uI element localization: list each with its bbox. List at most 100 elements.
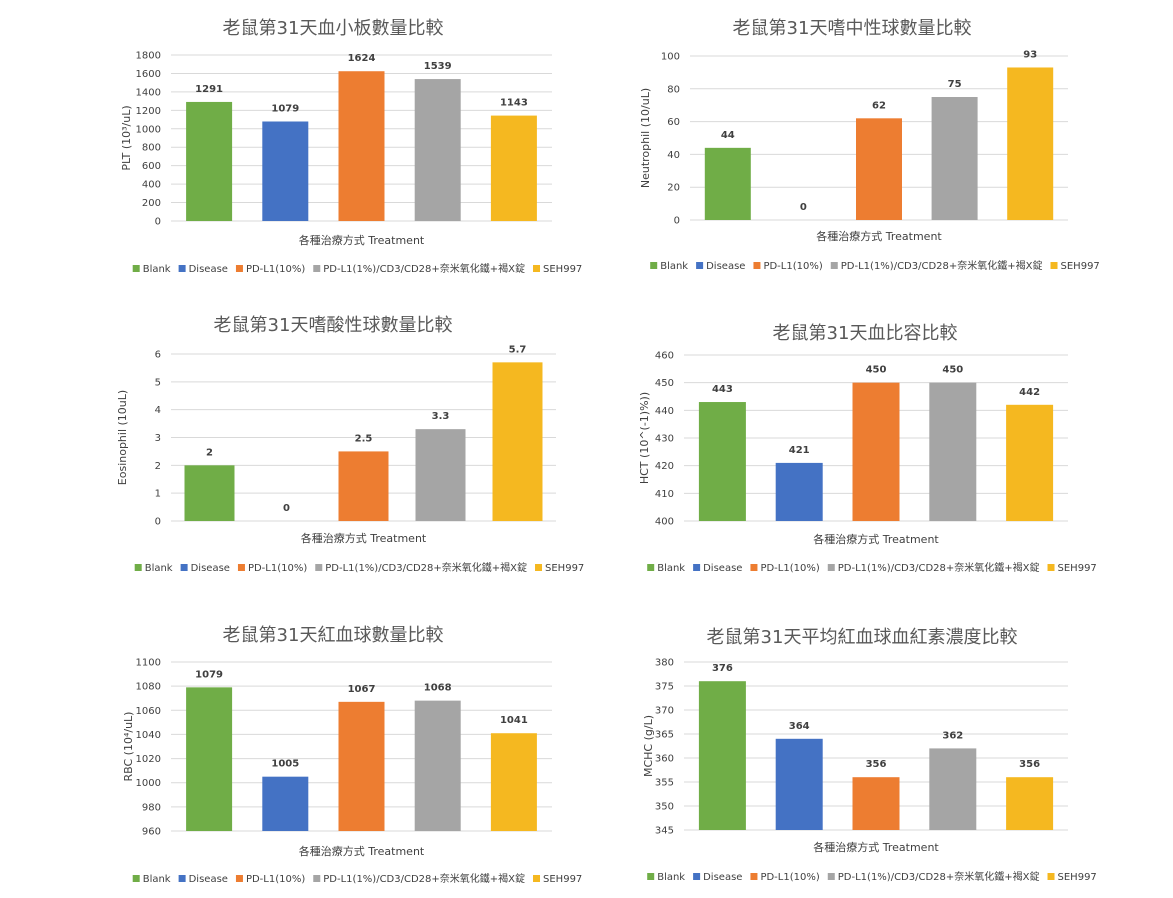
- legend-item-label: PD-L1(1%)/CD3/CD28+奈米氧化鐵+褐X錠: [838, 870, 1040, 883]
- legend-item-label: PD-L1(10%): [248, 563, 307, 574]
- y-tick-label: 410: [655, 489, 674, 500]
- legend: Blank Disease PD-L1(10%) PD-L1(1%)/CD3/CD28…: [134, 561, 584, 574]
- bar-2: [262, 121, 309, 221]
- data-label: 0: [800, 202, 807, 213]
- y-tick-label: 5: [155, 377, 161, 388]
- data-label: 1079: [195, 669, 223, 680]
- data-label: 1079: [271, 103, 299, 114]
- legend-item-label: Disease: [191, 563, 230, 574]
- y-tick-label: 980: [142, 802, 161, 813]
- legend-swatch: [237, 564, 245, 571]
- y-tick-label: 100: [661, 52, 680, 63]
- y-tick-label: 600: [142, 161, 161, 172]
- data-label: 1291: [195, 84, 223, 95]
- legend-swatch: [134, 564, 142, 571]
- x-axis-label: 各種治療方式 Treatment: [299, 844, 425, 858]
- legend-swatch: [750, 873, 758, 880]
- legend-swatch: [647, 564, 655, 571]
- legend-item-label: Disease: [703, 563, 742, 574]
- legend-swatch: [647, 873, 655, 880]
- data-label: 450: [866, 365, 887, 376]
- y-tick-label: 450: [655, 378, 674, 389]
- y-tick-label: 0: [155, 217, 161, 228]
- data-label: 5.7: [509, 344, 527, 355]
- legend-swatch: [315, 564, 323, 571]
- bar-4: [414, 79, 461, 221]
- bar-4: [414, 700, 461, 831]
- legend: Blank Disease PD-L1(10%) PD-L1(1%)/CD3/CD28…: [650, 259, 1100, 272]
- chart-panel-5: 老鼠第31天紅血球數量比較 960 980 1000 1020 1040 1060 1080 1…: [122, 625, 582, 885]
- bar-1: [186, 101, 233, 221]
- bar-2: [775, 462, 823, 521]
- data-label: 93: [1023, 49, 1037, 60]
- legend-item-label: Disease: [703, 872, 742, 883]
- legend-item-label: PD-L1(1%)/CD3/CD28+奈米氧化鐵+褐X錠: [323, 872, 525, 885]
- x-axis-label: 各種治療方式 Treatment: [813, 532, 939, 546]
- legend-swatch: [827, 564, 835, 571]
- y-tick-label: 1400: [136, 87, 161, 98]
- bar-1: [698, 402, 746, 521]
- y-tick-label: 370: [655, 706, 674, 717]
- data-label: 356: [1019, 759, 1040, 770]
- chart-panel-1: 老鼠第31天血小板數量比較 0 200 400 600 800 1000 1200 1400 16…: [120, 18, 582, 275]
- bar-3: [338, 701, 385, 831]
- data-label: 442: [1019, 387, 1040, 398]
- data-label: 421: [789, 445, 810, 456]
- legend-item-label: PD-L1(1%)/CD3/CD28+奈米氧化鐵+褐X錠: [838, 561, 1040, 574]
- legend-item-label: PD-L1(1%)/CD3/CD28+奈米氧化鐵+褐X錠: [841, 259, 1043, 272]
- bar-5: [490, 733, 537, 831]
- data-label: 2: [206, 447, 213, 458]
- legend-swatch: [533, 875, 541, 882]
- legend-item-label: SEH997: [1058, 563, 1097, 574]
- chart-title: 老鼠第31天血小板數量比較: [223, 18, 444, 39]
- y-tick-label: 20: [667, 183, 680, 194]
- data-label: 1624: [348, 53, 376, 64]
- bar-3: [338, 71, 385, 221]
- y-tick-label: 345: [655, 826, 674, 837]
- legend-swatch: [533, 265, 541, 272]
- bar-5: [492, 362, 543, 521]
- data-label: 1068: [424, 683, 452, 694]
- bar-1: [704, 147, 751, 220]
- data-label: 3.3: [432, 411, 450, 422]
- legend-swatch: [753, 262, 761, 269]
- legend-item-label: SEH997: [1061, 261, 1100, 272]
- legend-item-label: Blank: [657, 563, 685, 574]
- data-label: 75: [948, 79, 962, 90]
- x-axis-label: 各種治療方式 Treatment: [301, 531, 427, 545]
- chart-panel-3: 老鼠第31天嗜酸性球數量比較 0 1 2 3 4 5 6 Eosinophil (10uL) 2 0…: [116, 315, 584, 574]
- y-tick-label: 3: [155, 433, 161, 444]
- y-tick-label: 1000: [136, 124, 161, 135]
- y-tick-label: 80: [667, 84, 680, 95]
- legend-swatch: [235, 875, 243, 882]
- bar-3: [852, 382, 900, 521]
- chart-title: 老鼠第31天紅血球數量比較: [223, 625, 444, 646]
- y-tick-label: 0: [674, 216, 680, 227]
- legend-swatch: [693, 873, 701, 880]
- y-tick-label: 1: [155, 489, 161, 500]
- legend-swatch: [696, 262, 704, 269]
- data-label: 376: [712, 663, 733, 674]
- bar-3: [852, 777, 900, 830]
- legend-item-label: SEH997: [1058, 872, 1097, 883]
- data-label: 62: [872, 100, 886, 111]
- legend-item-label: Disease: [706, 261, 745, 272]
- y-tick-label: 40: [667, 150, 680, 161]
- y-tick-label: 355: [655, 778, 674, 789]
- y-tick-label: 0: [155, 517, 161, 528]
- legend-item-label: PD-L1(10%): [760, 563, 819, 574]
- y-tick-label: 350: [655, 802, 674, 813]
- legend-swatch: [180, 564, 188, 571]
- data-label: 1005: [271, 759, 299, 770]
- bar-1: [698, 681, 746, 830]
- x-axis-label: 各種治療方式 Treatment: [816, 229, 942, 243]
- y-tick-label: 960: [142, 827, 161, 838]
- y-tick-label: 1800: [136, 51, 161, 62]
- legend-swatch: [1050, 262, 1058, 269]
- data-label: 443: [712, 384, 733, 395]
- legend-item-label: PD-L1(10%): [763, 261, 822, 272]
- y-tick-label: 1080: [136, 682, 161, 693]
- legend-swatch: [1047, 873, 1055, 880]
- legend-item-label: Blank: [143, 264, 171, 275]
